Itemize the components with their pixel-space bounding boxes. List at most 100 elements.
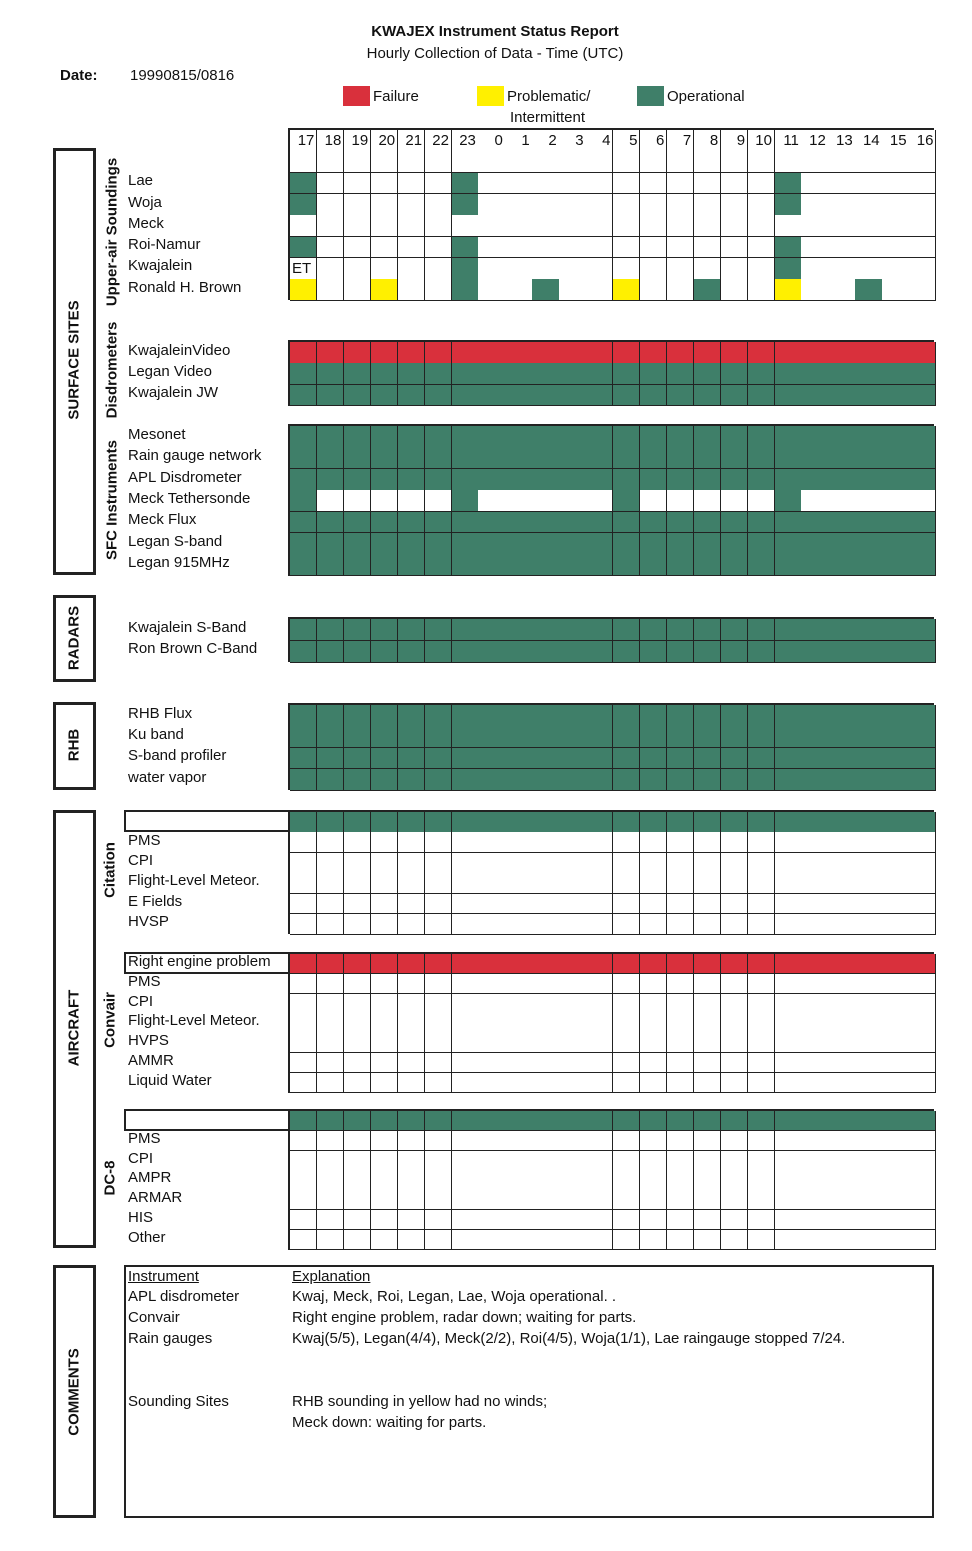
status-cell [639, 705, 668, 727]
status-cell [747, 705, 775, 727]
status-cell [370, 640, 399, 663]
status-cell [855, 384, 883, 407]
status-cell [882, 490, 910, 513]
status-cell [613, 215, 641, 237]
status-cell [882, 236, 910, 259]
status-cell [424, 852, 452, 874]
status-cell [586, 640, 614, 663]
status-cell [586, 893, 614, 915]
status-cell [639, 619, 668, 641]
status-cell [774, 533, 802, 555]
status-cell [909, 1229, 937, 1251]
status-cell [639, 468, 668, 491]
status-cell [774, 768, 802, 791]
status-cell [882, 447, 910, 470]
status-cell [801, 490, 829, 513]
comment-explanation: RHB sounding in yellow had no winds; [292, 1393, 548, 1410]
status-cell [613, 1111, 641, 1132]
status-cell [613, 705, 641, 727]
status-cell [639, 193, 668, 216]
status-cell [290, 705, 318, 727]
legend-operational-swatch [637, 86, 664, 106]
status-cell [505, 747, 533, 770]
status-cell [801, 384, 829, 407]
status-cell [774, 1190, 802, 1211]
status-cell [343, 705, 372, 727]
status-cell [316, 1072, 345, 1094]
status-cell [316, 993, 345, 1014]
status-cell [693, 172, 722, 195]
status-cell [478, 363, 506, 386]
status-cell [639, 747, 668, 770]
status-cell [720, 973, 749, 995]
status-cell [370, 973, 399, 995]
status-cell [801, 747, 829, 770]
status-cell [290, 533, 318, 555]
status-cell [532, 973, 560, 995]
status-cell [882, 342, 910, 364]
status-cell [855, 468, 883, 491]
status-cell [316, 279, 345, 301]
status-cell [693, 705, 722, 727]
status-cell [774, 914, 802, 935]
status-cell [855, 1229, 883, 1251]
status-cell [424, 193, 452, 216]
status-cell [747, 257, 775, 280]
status-cell [343, 151, 372, 174]
status-cell [639, 279, 668, 301]
status-cell [559, 873, 587, 895]
status-cell [747, 1013, 775, 1034]
status-cell [424, 468, 452, 491]
status-cell [909, 726, 937, 749]
status-cell [532, 1053, 560, 1074]
status-cell [478, 279, 506, 301]
status-cell [505, 893, 533, 915]
status-cell [343, 193, 372, 216]
status-cell [855, 426, 883, 448]
status-cell [343, 1170, 372, 1191]
status-cell [559, 447, 587, 470]
status-cell [909, 640, 937, 663]
status-cell [747, 993, 775, 1014]
status-cell [290, 1229, 318, 1251]
status-cell [801, 640, 829, 663]
status-cell [828, 468, 856, 491]
status-cell [774, 1033, 802, 1054]
status-cell [586, 151, 614, 174]
status-cell [559, 852, 587, 874]
status-cell [666, 151, 695, 174]
status-cell [774, 468, 802, 491]
status-cell [451, 511, 479, 534]
status-cell [909, 447, 937, 470]
status-cell [909, 215, 937, 237]
status-cell [720, 342, 749, 364]
row-label: Flight-Level Meteor. [128, 872, 260, 890]
status-cell [666, 1210, 695, 1231]
status-cell [855, 257, 883, 280]
status-cell [559, 619, 587, 641]
status-cell [505, 1150, 533, 1171]
status-cell [505, 1210, 533, 1231]
status-cell [909, 257, 937, 280]
status-cell [774, 619, 802, 641]
status-cell [478, 533, 506, 555]
status-cell [290, 914, 318, 935]
status-cell [855, 1130, 883, 1152]
status-cell [451, 1170, 479, 1191]
status-cell [370, 426, 399, 448]
status-cell [801, 533, 829, 555]
status-cell [316, 1033, 345, 1054]
status-cell [451, 852, 479, 874]
status-cell [855, 1053, 883, 1074]
status-cell [613, 447, 641, 470]
status-cell [666, 193, 695, 216]
status-cell [666, 342, 695, 364]
status-cell [639, 1210, 668, 1231]
status-cell [639, 236, 668, 259]
status-cell [451, 832, 479, 854]
status-cell [532, 151, 560, 174]
status-cell [343, 619, 372, 641]
status-cell [290, 363, 318, 386]
status-cell [343, 726, 372, 749]
